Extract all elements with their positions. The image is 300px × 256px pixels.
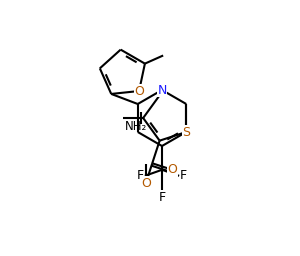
Text: S: S xyxy=(182,125,190,138)
Text: N: N xyxy=(157,83,167,97)
Text: O: O xyxy=(167,163,177,176)
Text: O: O xyxy=(141,177,151,190)
Text: O: O xyxy=(134,84,144,98)
Text: F: F xyxy=(158,191,166,204)
Text: F: F xyxy=(137,169,144,182)
Text: NH₂: NH₂ xyxy=(125,120,147,133)
Text: F: F xyxy=(180,169,187,182)
